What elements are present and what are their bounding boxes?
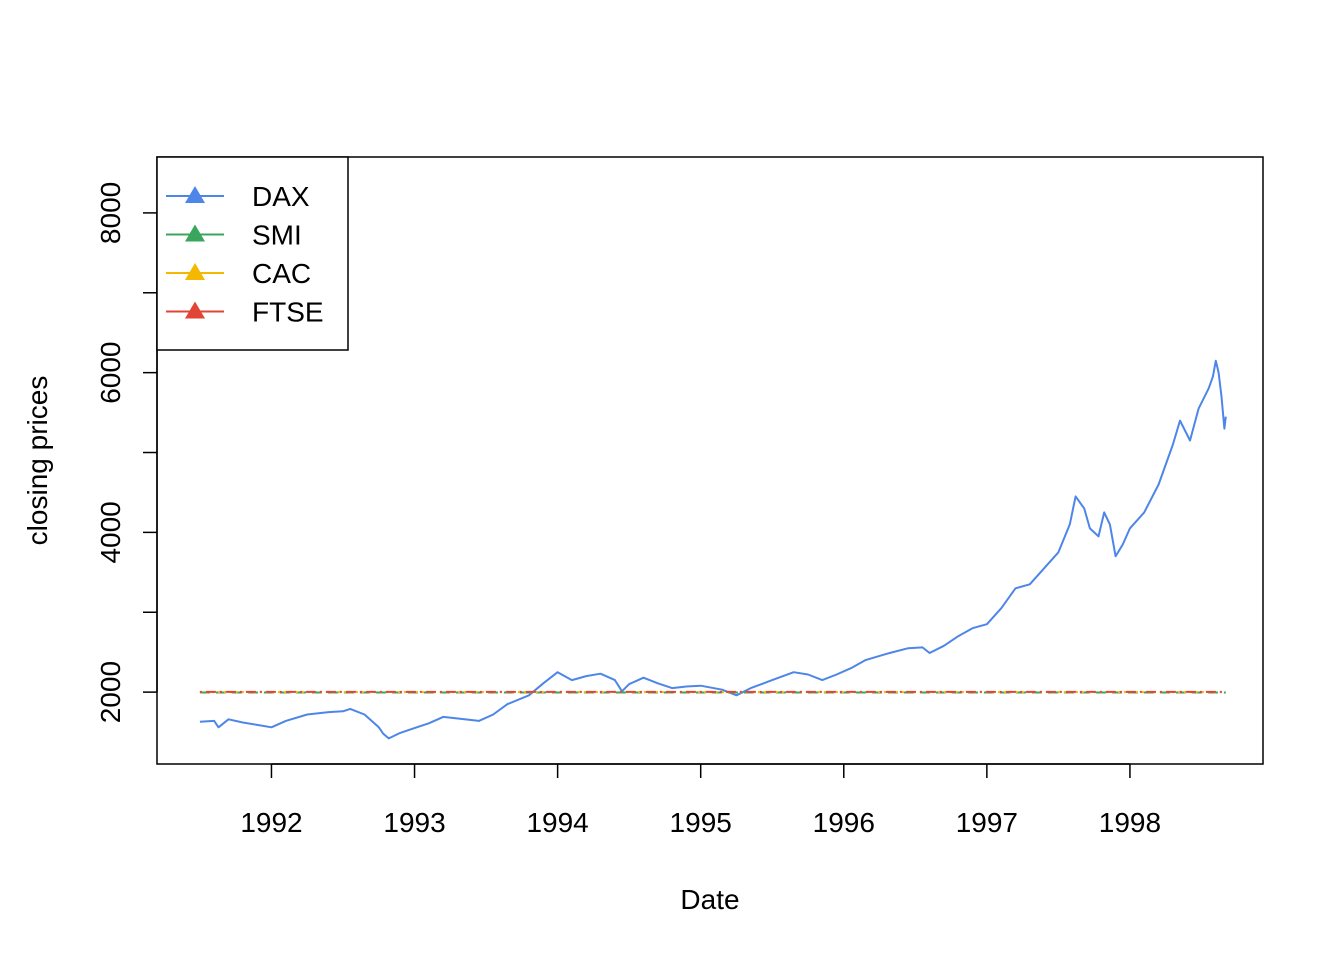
x-axis-label: Date bbox=[680, 884, 739, 915]
series-line-dax bbox=[199, 359, 1227, 740]
legend-item-cac: CAC bbox=[166, 258, 311, 289]
y-axis-label: closing prices bbox=[22, 376, 53, 546]
triangle-icon bbox=[185, 263, 205, 280]
legend-label: SMI bbox=[252, 220, 302, 251]
y-tick-label: 8000 bbox=[95, 182, 126, 244]
legend-label: FTSE bbox=[252, 297, 324, 328]
triangle-icon bbox=[185, 224, 205, 242]
x-tick-label: 1998 bbox=[1099, 807, 1161, 838]
legend: DAX SMI CAC FTSE bbox=[156, 156, 349, 351]
x-tick-label: 1992 bbox=[240, 807, 302, 838]
x-tick-label: 1997 bbox=[956, 807, 1018, 838]
legend-item-ftse: FTSE bbox=[166, 297, 324, 328]
triangle-icon bbox=[185, 186, 205, 203]
x-tick-label: 1993 bbox=[383, 807, 445, 838]
y-axis: 2000 4000 6000 8000 bbox=[95, 182, 158, 723]
legend-item-dax: DAX bbox=[166, 181, 310, 212]
series-lines bbox=[199, 359, 1227, 740]
y-tick-label: 4000 bbox=[95, 501, 126, 563]
x-tick-label: 1994 bbox=[526, 807, 588, 838]
x-tick-label: 1995 bbox=[670, 807, 732, 838]
x-tick-label: 1996 bbox=[813, 807, 875, 838]
legend-label: DAX bbox=[252, 181, 310, 212]
y-tick-label: 6000 bbox=[95, 341, 126, 403]
triangle-icon bbox=[185, 301, 205, 319]
y-tick-label: 2000 bbox=[95, 661, 126, 723]
legend-item-smi: SMI bbox=[166, 220, 302, 251]
legend-label: CAC bbox=[252, 258, 311, 289]
x-axis: 1992 1993 1994 1995 1996 1997 1998 bbox=[240, 763, 1161, 838]
